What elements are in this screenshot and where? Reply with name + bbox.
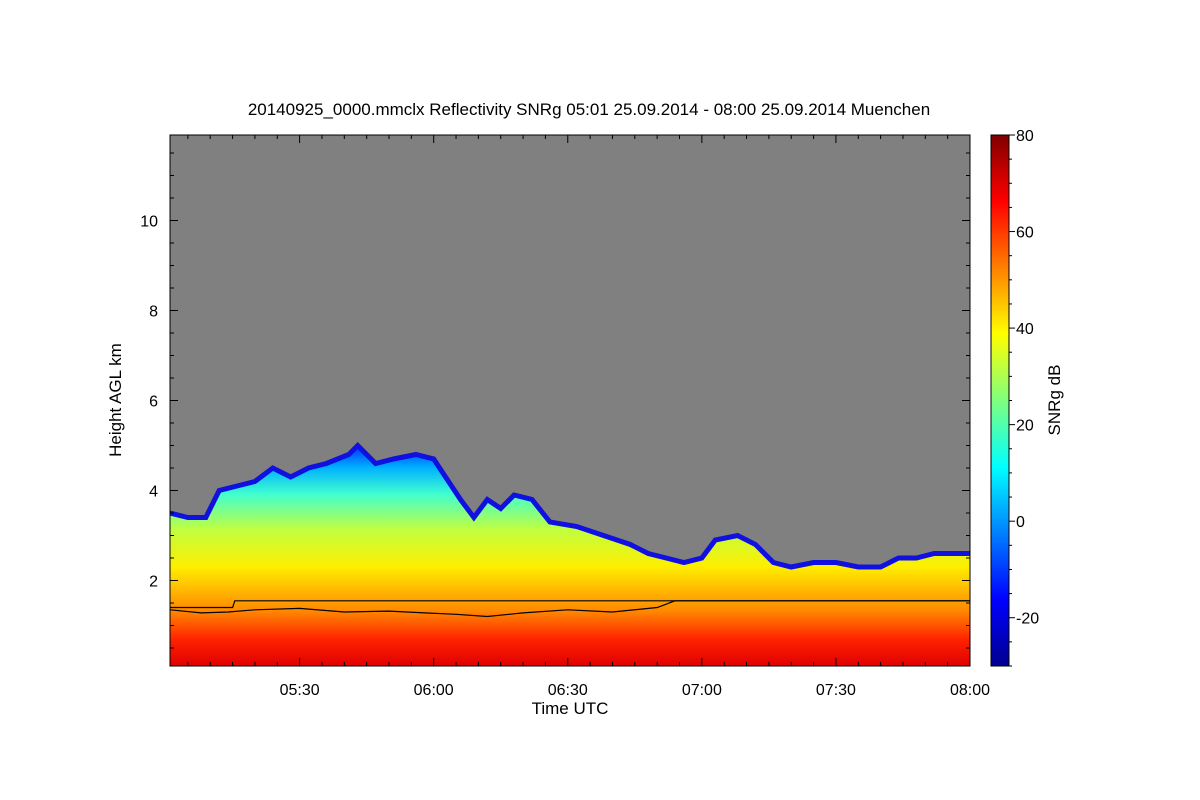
lower-line (170, 600, 970, 618)
colorbar-tick-label: 40 (1016, 321, 1034, 338)
colorbar-tick-label: 0 (1016, 514, 1025, 531)
cloud-top-edge (170, 441, 970, 570)
y-tick-label: 8 (149, 304, 158, 321)
upper-line (170, 600, 970, 609)
y-tick-label: 2 (149, 574, 158, 591)
x-tick-label: 06:30 (548, 682, 588, 699)
y-tick-label: 6 (149, 394, 158, 411)
x-tick-label: 05:30 (280, 682, 320, 699)
x-tick-label: 07:30 (816, 682, 856, 699)
chart-title: 20140925_0000.mmclx Reflectivity SNRg 05… (248, 100, 930, 119)
x-tick-label: 08:00 (950, 682, 990, 699)
colorbar-label: SNRg dB (1045, 365, 1064, 436)
colorbar-tick-label: 80 (1016, 128, 1034, 145)
x-tick-label: 06:00 (414, 682, 454, 699)
colorbar-tick-label: -20 (1016, 611, 1039, 628)
colorbar-tick-label: 60 (1016, 225, 1034, 242)
colorbar-tick-label: 20 (1016, 418, 1034, 435)
y-axis-label: Height AGL km (106, 343, 125, 457)
x-axis-label: Time UTC (532, 699, 609, 718)
y-tick-label: 10 (140, 214, 158, 231)
cloud-echo-area (170, 445, 970, 666)
x-tick-label: 07:00 (682, 682, 722, 699)
colorbar (990, 134, 1010, 667)
y-tick-label: 4 (149, 484, 158, 501)
